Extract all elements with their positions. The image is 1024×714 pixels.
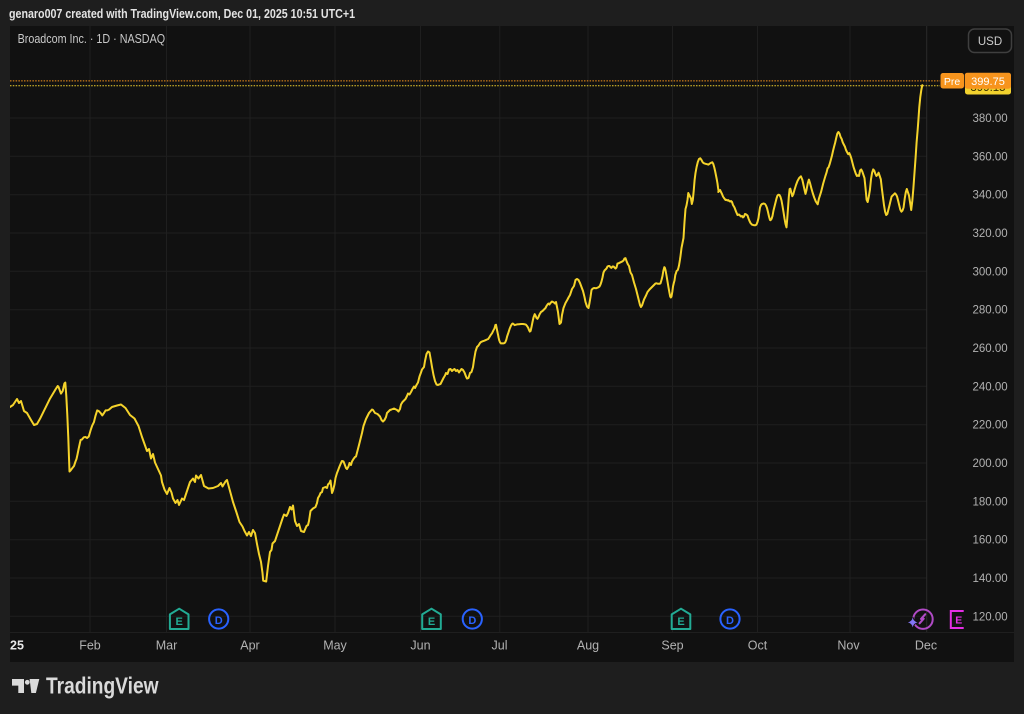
svg-text:300.00: 300.00 (973, 266, 1008, 278)
svg-text:D: D (468, 615, 476, 627)
svg-text:160.00: 160.00 (973, 535, 1008, 547)
svg-text:Oct: Oct (748, 639, 768, 653)
svg-text:Aug: Aug (577, 639, 599, 653)
svg-text:Apr: Apr (240, 639, 259, 653)
svg-text:360.00: 360.00 (973, 151, 1008, 163)
svg-text:E: E (677, 616, 684, 628)
svg-text:E: E (176, 616, 183, 628)
svg-text:Pre: Pre (944, 76, 961, 88)
svg-text:120.00: 120.00 (973, 611, 1008, 623)
svg-text:Mar: Mar (156, 639, 178, 653)
svg-text:May: May (323, 639, 347, 653)
svg-text:380.00: 380.00 (973, 113, 1008, 125)
svg-text:Jun: Jun (410, 639, 430, 653)
svg-text:200.00: 200.00 (973, 458, 1008, 470)
svg-text:260.00: 260.00 (973, 343, 1008, 355)
svg-text:Jul: Jul (492, 639, 508, 653)
svg-text:140.00: 140.00 (973, 573, 1008, 585)
svg-text:320.00: 320.00 (973, 228, 1008, 240)
svg-text:USD: USD (978, 36, 1002, 48)
svg-text:220.00: 220.00 (973, 420, 1008, 432)
svg-text:399.75: 399.75 (971, 76, 1005, 88)
svg-text:Broadcom Inc. · 1D · NASDAQ: Broadcom Inc. · 1D · NASDAQ (18, 32, 166, 46)
svg-text:genaro007 created with Trading: genaro007 created with TradingView.com, … (9, 6, 355, 21)
svg-text:Nov: Nov (837, 639, 860, 653)
svg-text:340.00: 340.00 (973, 190, 1008, 202)
svg-text:Dec: Dec (915, 639, 937, 653)
svg-text:180.00: 180.00 (973, 496, 1008, 508)
svg-text:25: 25 (10, 639, 24, 653)
svg-text:240.00: 240.00 (973, 381, 1008, 393)
svg-text:D: D (726, 615, 734, 627)
svg-text:E: E (428, 616, 435, 628)
svg-text:D: D (215, 615, 223, 627)
svg-text:TradingView: TradingView (46, 673, 159, 699)
svg-text:Sep: Sep (661, 639, 683, 653)
svg-text:E: E (955, 615, 962, 627)
svg-text:Feb: Feb (79, 639, 101, 653)
svg-text:280.00: 280.00 (973, 305, 1008, 317)
